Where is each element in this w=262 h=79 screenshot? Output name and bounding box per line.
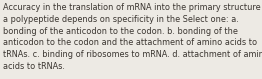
Text: a polypeptide depends on specificity in the Select one: a.: a polypeptide depends on specificity in …	[3, 15, 239, 24]
Text: anticodon to the codon and the attachment of amino acids to: anticodon to the codon and the attachmen…	[3, 38, 257, 47]
Text: tRNAs. c. binding of ribosomes to mRNA. d. attachment of amino: tRNAs. c. binding of ribosomes to mRNA. …	[3, 50, 262, 59]
Text: bonding of the anticodon to the codon. b. bonding of the: bonding of the anticodon to the codon. b…	[3, 27, 238, 36]
Text: acids to tRNAs.: acids to tRNAs.	[3, 62, 65, 71]
Text: Accuracy in the translation of mRNA into the primary structure of: Accuracy in the translation of mRNA into…	[3, 3, 262, 12]
